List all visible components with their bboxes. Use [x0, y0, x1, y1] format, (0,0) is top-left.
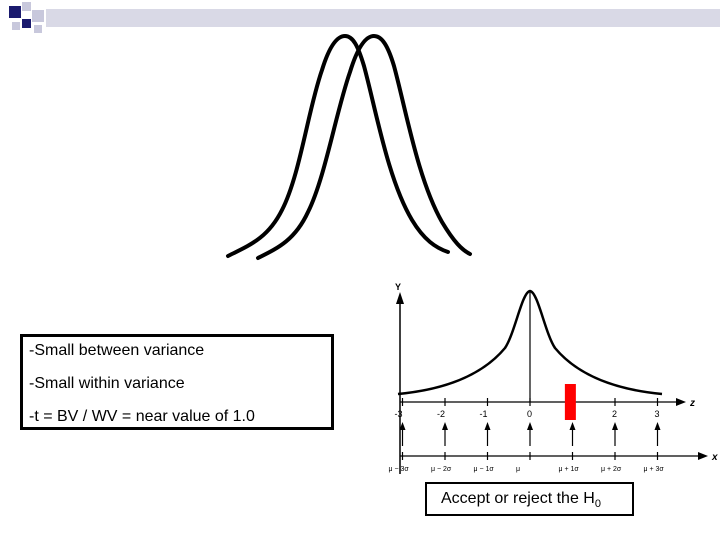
- z-tick-label: -2: [437, 409, 445, 419]
- projection-arrow-head: [484, 422, 491, 430]
- within-variance-text: -Small within variance: [29, 375, 185, 392]
- x-tick-label: μ + 1σ: [559, 466, 580, 473]
- projection-arrow-head: [654, 422, 661, 430]
- standard-normal-figure: Y z x -3μ − 3σ-2μ − 2σ-1μ − 1σ0μ1μ + 1σ2…: [389, 282, 718, 474]
- overlapping-distributions: [226, 33, 472, 260]
- projection-arrow-head: [612, 422, 618, 430]
- variance-text-box: -Small between variance -Small within va…: [20, 334, 334, 430]
- projection-arrow-head: [399, 422, 406, 430]
- x-tick-label: μ: [516, 466, 520, 473]
- accept-reject-box: Accept or reject the H0: [425, 482, 634, 516]
- between-variance-text: -Small between variance: [29, 342, 205, 359]
- deco-square: [22, 19, 31, 28]
- deco-bar: [46, 9, 720, 27]
- z-tick-label: -1: [480, 409, 488, 419]
- slide-decoration: [9, 2, 720, 33]
- z-axis-label: z: [689, 398, 695, 409]
- null-hypothesis-subscript: 0: [594, 498, 601, 510]
- z-tick-label: -3: [395, 409, 403, 419]
- accept-reject-text: Accept or reject the H: [441, 490, 595, 507]
- deco-square: [32, 10, 44, 22]
- deco-square: [9, 6, 21, 18]
- z-tick-label: 0: [527, 409, 532, 419]
- z-value-marker: [564, 384, 576, 420]
- x-tick-label: μ − 3σ: [389, 466, 410, 473]
- deco-square: [34, 25, 42, 33]
- distribution-curve-left: [226, 33, 450, 258]
- t-statistic-text: -t = BV / WV = near value of 1.0: [29, 408, 255, 425]
- z-tick-label: 2: [612, 409, 617, 419]
- y-axis-label: Y: [395, 282, 401, 292]
- x-tick-label: μ − 1σ: [474, 466, 495, 473]
- z-tick-label: 3: [655, 409, 660, 419]
- projection-arrow-head: [569, 422, 576, 430]
- x-tick-label: μ − 2σ: [431, 466, 452, 473]
- deco-square: [22, 2, 31, 11]
- x-axis-label: x: [711, 452, 718, 463]
- deco-square: [12, 22, 20, 30]
- x-axis-arrow: [698, 452, 708, 460]
- projection-arrow-head: [442, 422, 448, 430]
- z-axis-arrow: [676, 398, 686, 406]
- distribution-curve-right: [256, 33, 472, 260]
- x-tick-label: μ + 2σ: [601, 466, 622, 473]
- x-tick-label: μ + 3σ: [644, 466, 665, 473]
- y-axis-arrow: [396, 292, 404, 304]
- projection-arrow-head: [527, 422, 533, 430]
